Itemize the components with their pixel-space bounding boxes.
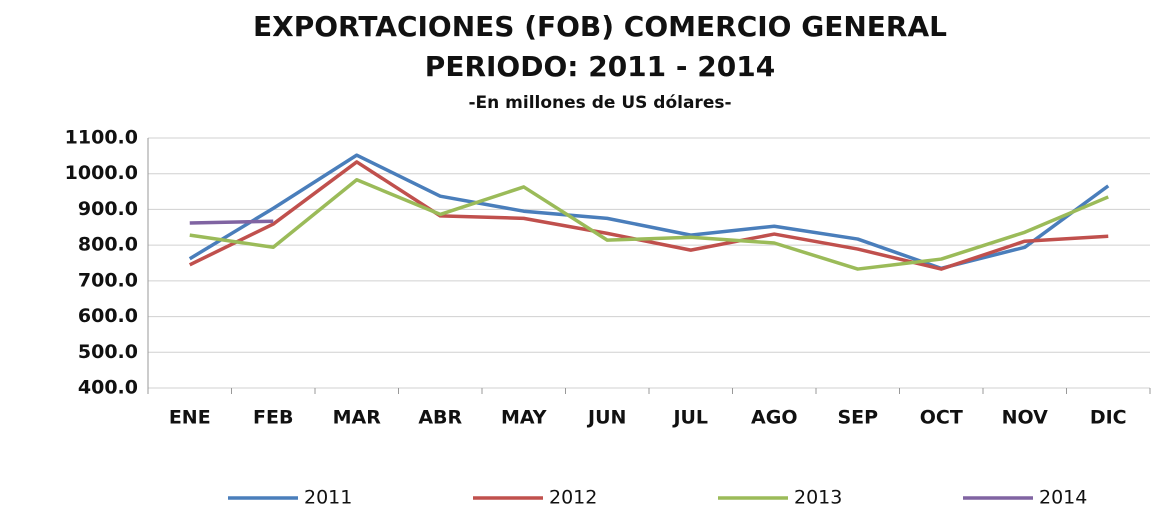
y-tick-label: 700.0 — [78, 269, 138, 291]
x-tick-label: MAY — [501, 407, 547, 429]
y-tick-label: 900.0 — [78, 198, 138, 220]
legend-label: 2014 — [1039, 487, 1087, 509]
x-tick-label: JUN — [586, 407, 626, 429]
x-tick-label: MAR — [333, 407, 382, 429]
y-tick-label: 800.0 — [78, 234, 138, 256]
series-line — [188, 160, 1109, 271]
y-tick-label: 600.0 — [78, 305, 138, 327]
x-tick-label: DIC — [1090, 407, 1127, 429]
x-tick-label: ENE — [169, 407, 211, 429]
x-tick-label: OCT — [920, 407, 963, 429]
y-tick-label: 500.0 — [78, 341, 138, 363]
chart-title: EXPORTACIONES (FOB) COMERCIO GENERAL — [253, 10, 947, 43]
y-tick-label: 400.0 — [78, 377, 138, 399]
chart-subtitle: -En millones de US dólares- — [468, 93, 731, 113]
x-tick-label: AGO — [751, 407, 797, 429]
y-tick-label: 1100.0 — [65, 127, 138, 149]
series-line — [189, 219, 274, 225]
x-tick-label: JUL — [671, 407, 708, 429]
x-tick-label: NOV — [1002, 407, 1049, 429]
legend-label: 2012 — [549, 487, 597, 509]
x-tick-label: SEP — [837, 407, 878, 429]
legend-label: 2013 — [794, 487, 842, 509]
legend-label: 2011 — [304, 487, 352, 509]
chart-title: PERIODO: 2011 - 2014 — [425, 50, 775, 83]
x-tick-label: ABR — [418, 407, 462, 429]
x-tick-label: FEB — [253, 407, 293, 429]
y-tick-label: 1000.0 — [65, 162, 138, 184]
series-line — [189, 178, 1109, 271]
